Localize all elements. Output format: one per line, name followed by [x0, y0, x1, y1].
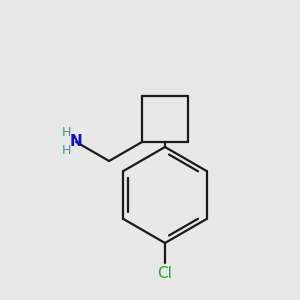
- Text: Cl: Cl: [158, 266, 172, 281]
- Text: N: N: [70, 134, 83, 149]
- Text: H: H: [61, 127, 71, 140]
- Text: H: H: [61, 145, 71, 158]
